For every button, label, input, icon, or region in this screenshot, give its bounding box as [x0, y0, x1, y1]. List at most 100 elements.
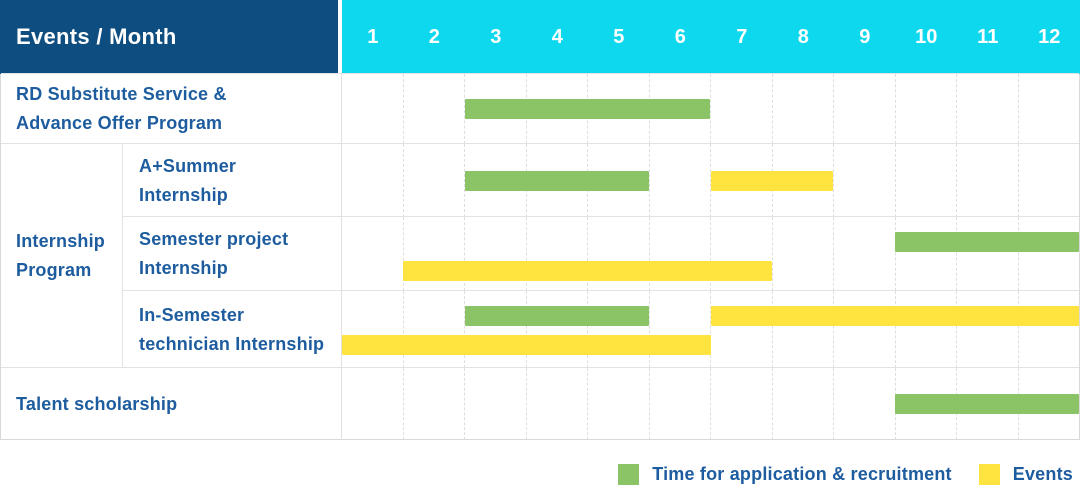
- row-label-line: RD Substitute Service &: [1, 80, 341, 109]
- month-grid: [341, 368, 1079, 440]
- month-header-cell: 7: [711, 0, 773, 74]
- month-column: [1018, 291, 1080, 368]
- month-column: [342, 144, 403, 217]
- month-column: [342, 74, 403, 144]
- month-column: [464, 368, 526, 440]
- month-header-cell: 2: [404, 0, 466, 74]
- month-column: [833, 74, 895, 144]
- row-label-line: Talent scholarship: [1, 390, 341, 419]
- month-column: [772, 217, 834, 291]
- month-header-cell: 11: [957, 0, 1019, 74]
- table-row: In-Semestertechnician Internship: [1, 291, 1079, 368]
- row-label-line: Internship: [124, 254, 341, 283]
- month-grid: [341, 74, 1079, 144]
- month-column: [403, 368, 465, 440]
- events-month-table: Events / Month 123456789101112 RD Substi…: [0, 0, 1080, 440]
- legend-item: Events: [979, 464, 1073, 485]
- green-bar: [895, 232, 1079, 252]
- table-row: A+SummerInternship: [1, 144, 1079, 217]
- legend-label: Time for application & recruitment: [652, 464, 952, 485]
- green-bar: [895, 394, 1079, 414]
- month-column: [956, 217, 1018, 291]
- month-grid: [341, 217, 1079, 291]
- row-label-line: In-Semester: [124, 301, 341, 330]
- month-column: [895, 217, 957, 291]
- legend: Time for application & recruitment Events: [618, 460, 1073, 488]
- month-grid: [341, 291, 1079, 368]
- month-column: [710, 291, 772, 368]
- row-label-line: Semester project: [124, 225, 341, 254]
- table-body: RD Substitute Service &Advance Offer Pro…: [1, 74, 1079, 439]
- month-column: [649, 291, 711, 368]
- month-column: [649, 144, 711, 217]
- month-column: [464, 291, 526, 368]
- month-header-cell: 6: [650, 0, 712, 74]
- month-column: [1018, 144, 1080, 217]
- month-column: [342, 217, 403, 291]
- month-column: [833, 217, 895, 291]
- month-column: [342, 368, 403, 440]
- legend-item: Time for application & recruitment: [618, 464, 952, 485]
- group-label-line: Internship: [1, 227, 122, 256]
- table-row: Talent scholarship: [1, 368, 1079, 440]
- row-label-in-semester-technician-internship: In-Semestertechnician Internship: [124, 291, 341, 368]
- month-column: [956, 291, 1018, 368]
- table-header: Events / Month 123456789101112: [0, 0, 1080, 74]
- month-column: [1018, 217, 1080, 291]
- month-column: [526, 368, 588, 440]
- green-bar: [465, 171, 649, 191]
- month-header-row: 123456789101112: [342, 0, 1080, 74]
- row-label-a-plus-summer-internship: A+SummerInternship: [124, 144, 341, 217]
- green-bar: [465, 306, 649, 326]
- month-column: [587, 368, 649, 440]
- legend-label: Events: [1013, 464, 1073, 485]
- month-column: [956, 74, 1018, 144]
- row-label-rd-substitute-service: RD Substitute Service &Advance Offer Pro…: [1, 74, 341, 144]
- month-column: [833, 368, 895, 440]
- month-column: [895, 291, 957, 368]
- month-columns: [342, 74, 1079, 144]
- month-column: [342, 291, 403, 368]
- row-label-line: Internship: [124, 181, 341, 210]
- month-column: [956, 144, 1018, 217]
- yellow-bar: [342, 335, 711, 355]
- month-header-cell: 10: [896, 0, 958, 74]
- month-grid: [341, 144, 1079, 217]
- month-column: [772, 291, 834, 368]
- table-row: RD Substitute Service &Advance Offer Pro…: [1, 74, 1079, 144]
- yellow-bar: [403, 261, 772, 281]
- month-column: [833, 291, 895, 368]
- month-header-cell: 4: [527, 0, 589, 74]
- month-column: [587, 291, 649, 368]
- legend-swatch-yellow: [979, 464, 1000, 485]
- group-label-line: Program: [1, 256, 122, 285]
- month-column: [1018, 74, 1080, 144]
- row-label-semester-project-internship: Semester projectInternship: [124, 217, 341, 291]
- page-title: Events / Month: [0, 24, 177, 50]
- month-column: [403, 291, 465, 368]
- month-header-cell: 3: [465, 0, 527, 74]
- group-label-internship-program: InternshipProgram: [1, 144, 123, 368]
- month-columns: [342, 291, 1079, 368]
- month-column: [526, 291, 588, 368]
- row-label-talent-scholarship: Talent scholarship: [1, 368, 341, 440]
- month-column: [895, 74, 957, 144]
- month-column: [710, 74, 772, 144]
- header-title-cell: Events / Month: [0, 0, 338, 74]
- month-column: [403, 74, 465, 144]
- yellow-bar: [711, 306, 1080, 326]
- table-row: Semester projectInternship: [1, 217, 1079, 291]
- yellow-bar: [711, 171, 834, 191]
- month-column: [403, 144, 465, 217]
- row-label-line: technician Internship: [124, 330, 341, 359]
- month-column: [895, 144, 957, 217]
- month-column: [772, 74, 834, 144]
- month-header-cell: 12: [1019, 0, 1080, 74]
- legend-swatch-green: [618, 464, 639, 485]
- gantt-page: Events / Month 123456789101112 RD Substi…: [0, 0, 1080, 494]
- month-column: [710, 368, 772, 440]
- month-header-cell: 1: [342, 0, 404, 74]
- row-label-line: A+Summer: [124, 152, 341, 181]
- month-header-cell: 8: [773, 0, 835, 74]
- month-header-cell: 9: [834, 0, 896, 74]
